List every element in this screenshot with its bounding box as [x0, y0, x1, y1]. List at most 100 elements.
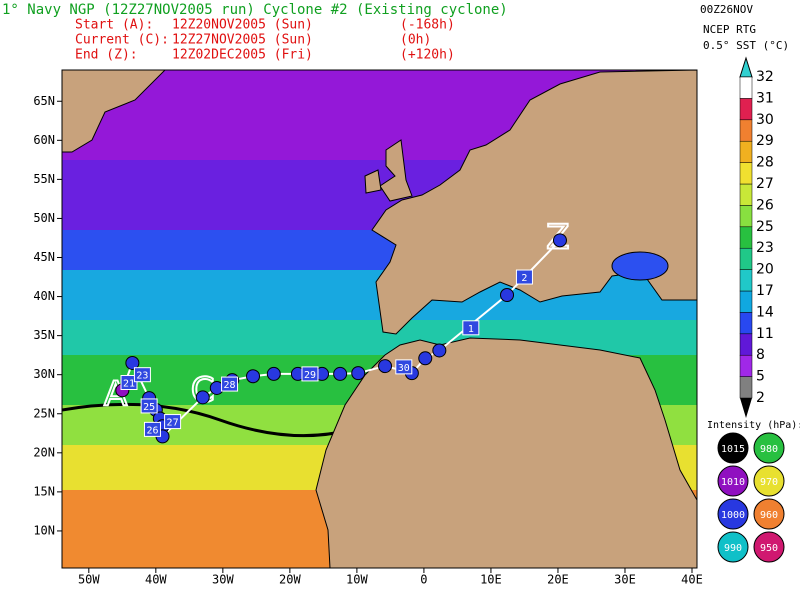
colorbar-label: 28 — [756, 155, 774, 171]
colorbar-label: 23 — [756, 240, 774, 256]
colorbar-label: 11 — [756, 326, 774, 342]
day-box — [133, 367, 151, 383]
day-box — [462, 320, 480, 336]
lat-label: 65N — [33, 94, 55, 108]
colorbar-box — [739, 226, 753, 249]
day-label: 23 — [136, 371, 148, 382]
day-box — [164, 414, 182, 430]
colorbar-box — [739, 290, 753, 313]
day-box — [301, 366, 319, 382]
day-label: 29 — [304, 370, 316, 381]
intensity-swatch — [717, 498, 749, 530]
colorbar-label: 29 — [756, 133, 774, 149]
intensity-swatch — [753, 465, 785, 497]
lon-label: 20W — [279, 573, 301, 587]
header-text: (+120h) — [400, 48, 455, 63]
intensity-label: 990 — [724, 543, 742, 554]
intensity-label: 980 — [760, 444, 778, 455]
sst-source: NCEP RTG — [703, 23, 756, 36]
day-box — [120, 375, 138, 390]
track-point — [125, 355, 140, 370]
lon-label: 40E — [681, 573, 703, 587]
intensity-swatch — [717, 531, 749, 563]
colorbar-label: 20 — [756, 262, 774, 278]
lon-label: 30W — [212, 573, 234, 587]
sst-product: 0.5° SST (°C) — [703, 39, 789, 52]
lat-label: 40N — [33, 289, 55, 303]
colorbar-label: 25 — [756, 219, 774, 235]
lat-label: 35N — [33, 328, 55, 342]
header-text: Start (A): — [75, 18, 153, 33]
lon-label: 30E — [614, 573, 636, 587]
intensity-label: 950 — [760, 543, 778, 554]
lat-label: 15N — [33, 484, 55, 498]
lon-label: 20E — [547, 573, 569, 587]
day-label: 27 — [167, 418, 179, 429]
day-label: 28 — [224, 380, 236, 391]
colorbar-label: 32 — [756, 69, 774, 85]
lon-label: 0 — [420, 573, 427, 587]
track-point — [266, 366, 281, 381]
colorbar-box — [739, 354, 753, 377]
intensity-label: 1010 — [721, 477, 745, 488]
colorbar-label: 30 — [756, 112, 774, 128]
colorbar-label: 8 — [756, 347, 765, 363]
sst-date: 00Z26NOV — [700, 3, 753, 16]
colorbar-label: 17 — [756, 283, 774, 299]
day-box — [140, 398, 158, 414]
day-label: 2 — [521, 273, 527, 284]
lon-label: 10W — [346, 573, 368, 587]
intensity-title: Intensity (hPa): — [707, 420, 800, 431]
colorbar-box — [739, 98, 753, 121]
day-label: 21 — [123, 379, 135, 390]
lat-label: 25N — [33, 406, 55, 420]
header-text: 12Z02DEC2005 (Fri) — [172, 48, 313, 63]
intensity-label: 1000 — [721, 510, 745, 521]
sst-field — [62, 70, 697, 568]
lat-label: 30N — [33, 367, 55, 381]
track-point — [333, 366, 348, 381]
track-point — [432, 343, 447, 358]
intensity-swatch — [717, 465, 749, 497]
header-text: Current (C): — [75, 33, 169, 48]
colorbar-box — [739, 140, 753, 163]
day-box — [515, 269, 533, 285]
colorbar-box — [739, 269, 753, 292]
track-point — [500, 288, 515, 302]
lon-label: 40W — [145, 573, 167, 587]
intensity-swatch — [753, 498, 785, 530]
day-box — [143, 421, 161, 437]
lat-label: 45N — [33, 250, 55, 264]
track-point — [195, 390, 210, 405]
header-text: 12Z20NOV2005 (Sun) — [172, 18, 313, 33]
colorbar-box — [739, 312, 753, 335]
title: 1° Navy NGP (12Z27NOV2005 run) Cyclone #… — [2, 2, 508, 18]
day-label: 26 — [146, 425, 158, 436]
track-point — [552, 233, 567, 248]
colorbar-top — [739, 56, 753, 78]
colorbar-box — [739, 119, 753, 142]
map-frame — [61, 69, 698, 569]
day-label: 25 — [143, 402, 155, 413]
colorbar-label: 27 — [756, 176, 774, 192]
day-label: 30 — [398, 363, 410, 374]
lat-label: 55N — [33, 172, 55, 186]
lon-label: 50W — [78, 573, 100, 587]
colorbar-bottom — [740, 398, 752, 418]
lat-label: 10N — [33, 523, 55, 537]
day-box — [221, 376, 239, 392]
intensity-label: 970 — [760, 477, 778, 488]
day-label: 1 — [468, 324, 474, 335]
track-point — [418, 351, 433, 366]
colorbar-label: 5 — [756, 369, 765, 385]
header-text: (0h) — [400, 33, 431, 48]
lon-label: 10E — [480, 573, 502, 587]
intensity-label: 1015 — [721, 444, 745, 455]
lat-label: 60N — [33, 133, 55, 147]
colorbar-box — [739, 76, 753, 99]
intensity-swatch — [753, 531, 785, 563]
track-point — [351, 366, 366, 381]
colorbar-box — [739, 247, 753, 270]
